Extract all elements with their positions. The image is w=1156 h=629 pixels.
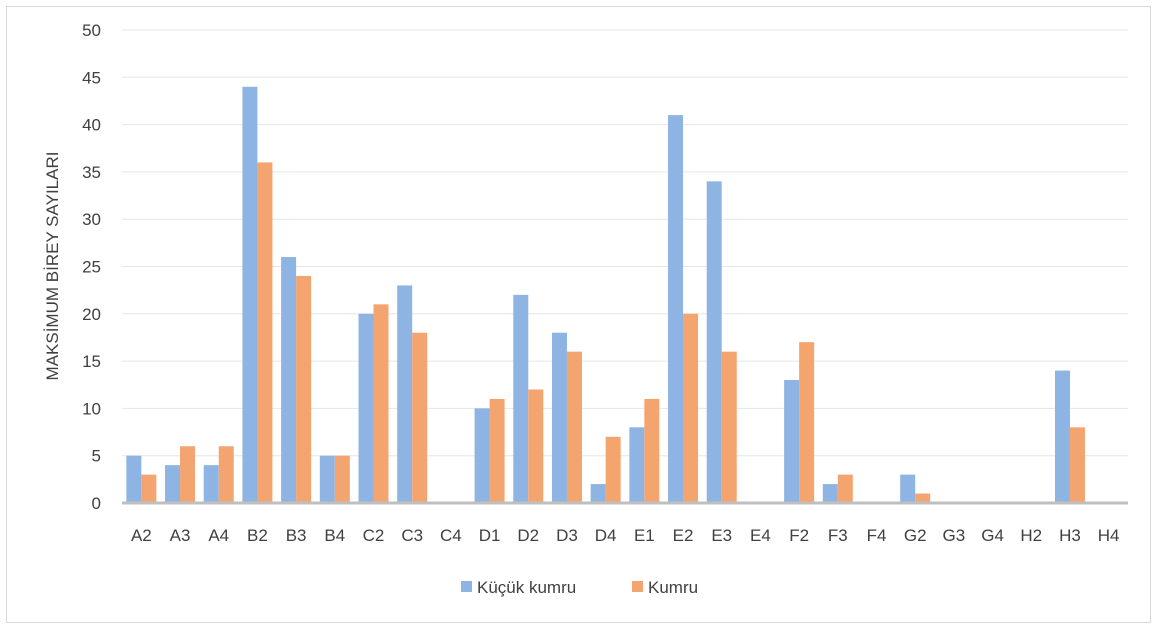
bar-kumru-a2 (141, 474, 157, 503)
bar-kucuk-kumru-g2 (900, 474, 916, 503)
bar-kumru-e2 (683, 313, 699, 503)
y-tick-label: 50 (82, 21, 101, 40)
y-tick-label: 5 (92, 447, 101, 466)
x-tick-label: G3 (943, 526, 966, 545)
bar-kumru-b2 (257, 162, 273, 503)
x-tick-label: D3 (556, 526, 578, 545)
x-tick-label: D4 (595, 526, 617, 545)
bar-kumru-a4 (218, 446, 234, 503)
y-tick-label: 10 (82, 399, 101, 418)
y-tick-label: 45 (82, 68, 101, 87)
y-tick-label: 0 (92, 494, 101, 513)
bar-kumru-h3 (1069, 427, 1085, 503)
x-tick-label: H3 (1059, 526, 1081, 545)
bars (126, 86, 1085, 504)
x-tick-label: A3 (170, 526, 191, 545)
bar-kucuk-kumru-h3 (1054, 370, 1070, 503)
bar-kumru-d1 (489, 398, 505, 503)
bar-kucuk-kumru-d4 (590, 484, 606, 503)
bar-kucuk-kumru-e3 (706, 181, 722, 504)
x-tick-label: B4 (324, 526, 345, 545)
bar-kucuk-kumru-d3 (551, 332, 567, 503)
x-tick-label: C4 (440, 526, 462, 545)
legend: Küçük kumru Kumru (461, 578, 698, 597)
y-tick-label: 15 (82, 352, 101, 371)
bar-kumru-e3 (721, 351, 737, 503)
x-tick-label: C2 (363, 526, 385, 545)
bar-kumru-d2 (528, 389, 544, 503)
gridlines (122, 29, 1128, 457)
x-tick-label: D2 (517, 526, 539, 545)
x-tick-label: A2 (131, 526, 152, 545)
bar-kumru-f3 (837, 474, 853, 503)
bar-kumru-c3 (412, 332, 428, 503)
bar-kucuk-kumru-a4 (203, 465, 219, 503)
x-tick-label: F3 (828, 526, 848, 545)
bar-kucuk-kumru-e2 (668, 115, 684, 503)
legend-swatch (632, 581, 643, 592)
bar-kucuk-kumru-e1 (629, 427, 645, 503)
bar-kumru-d3 (566, 351, 582, 503)
x-tick-label: A4 (208, 526, 229, 545)
x-tick-label: E4 (750, 526, 771, 545)
bar-kumru-a3 (180, 446, 196, 503)
bar-kucuk-kumru-a2 (126, 455, 142, 503)
x-tick-label: B2 (247, 526, 268, 545)
bar-kumru-b3 (296, 275, 312, 503)
bar-kumru-f2 (799, 342, 815, 503)
bar-kucuk-kumru-d2 (513, 294, 529, 503)
x-tick-label: D1 (479, 526, 501, 545)
x-tick-label: C3 (401, 526, 423, 545)
y-tick-label: 30 (82, 210, 101, 229)
bar-kucuk-kumru-b2 (242, 86, 258, 503)
x-tick-labels: A2 A3 A4 B2 B3 B4 C2 C3 C4 D1 D2 D3 D4 E1 E2 E3 E4 F2 F3 F4… (131, 526, 1120, 545)
bar-kucuk-kumru-b3 (281, 257, 297, 503)
bar-kucuk-kumru-a3 (165, 465, 181, 503)
x-tick-label: F4 (867, 526, 887, 545)
y-tick-labels: 0 5 10 15 20 25 30 35 40 45 50 (82, 21, 101, 513)
bar-kucuk-kumru-d1 (474, 408, 490, 503)
x-tick-label: G4 (981, 526, 1004, 545)
legend-label: Küçük kumru (477, 578, 576, 597)
bar-kucuk-kumru-f2 (784, 380, 800, 503)
bar-kumru-d4 (605, 436, 621, 503)
bar-kumru-g2 (915, 493, 931, 503)
x-tick-label: G2 (904, 526, 927, 545)
bar-kumru-e1 (644, 398, 660, 503)
y-tick-label: 35 (82, 163, 101, 182)
y-tick-label: 20 (82, 305, 101, 324)
x-tick-label: H2 (1020, 526, 1042, 545)
chart-frame (6, 6, 1151, 623)
legend-label: Kumru (648, 578, 698, 597)
bar-kucuk-kumru-b4 (319, 455, 335, 503)
x-tick-label: E3 (711, 526, 732, 545)
bar-kumru-c2 (373, 304, 389, 503)
x-tick-label: B3 (286, 526, 307, 545)
y-axis-title: MAKSİMUM BİREY SAYILARI (43, 152, 62, 381)
y-tick-label: 25 (82, 258, 101, 277)
bar-kucuk-kumru-c3 (397, 285, 413, 503)
x-tick-label: E2 (673, 526, 694, 545)
legend-swatch (461, 581, 472, 592)
bar-kucuk-kumru-c2 (358, 313, 374, 503)
bar-kucuk-kumru-f3 (822, 484, 838, 503)
x-tick-label: F2 (789, 526, 809, 545)
x-tick-label: E1 (634, 526, 655, 545)
y-tick-label: 40 (82, 116, 101, 135)
bar-kumru-b4 (334, 455, 350, 503)
x-tick-label: H4 (1098, 526, 1120, 545)
